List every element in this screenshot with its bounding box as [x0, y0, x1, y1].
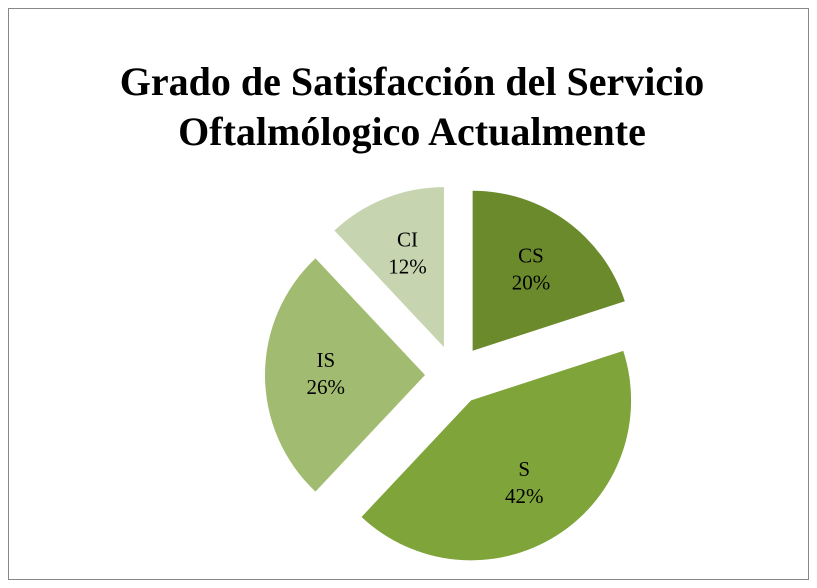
pie-slice: [265, 258, 425, 492]
slice-value: 12%: [388, 255, 427, 279]
pie-slice: [472, 190, 625, 351]
slice-label: CI: [397, 228, 418, 252]
pie-slice: [334, 187, 444, 348]
slice-value: 26%: [307, 375, 346, 399]
slice-value: 42%: [505, 484, 544, 508]
slice-value: 20%: [512, 270, 551, 294]
slice-label: S: [518, 457, 530, 481]
chart-title: Oftalmólogico Actualmente: [178, 109, 646, 154]
chart-title: Grado de Satisfacción del Servicio: [120, 59, 704, 104]
slice-label: IS: [316, 348, 335, 372]
pie-slice: [361, 350, 632, 561]
slice-label: CS: [518, 243, 544, 267]
